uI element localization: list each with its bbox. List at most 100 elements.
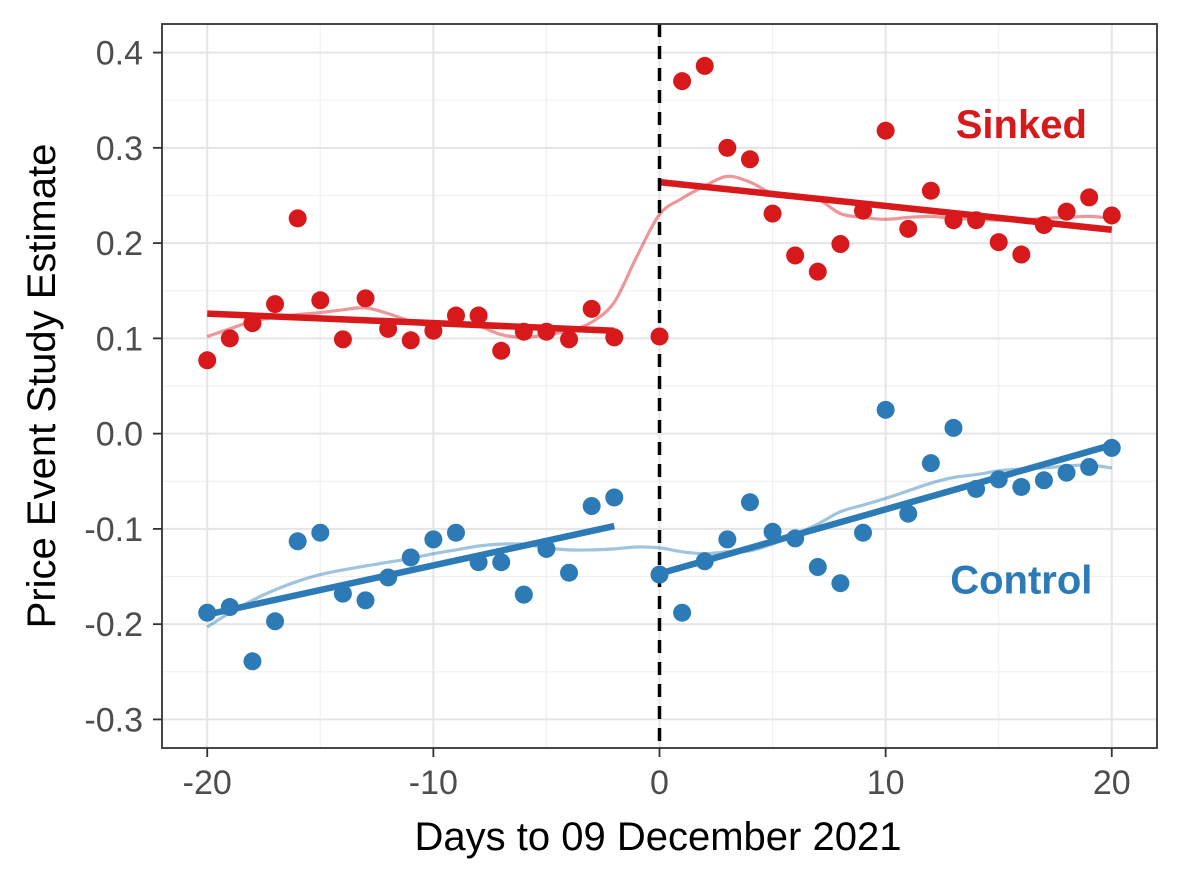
data-points — [198, 56, 1121, 671]
x-tick-label: 20 — [1093, 764, 1131, 802]
sinked-point — [899, 219, 918, 238]
control-point — [967, 479, 986, 498]
control-point — [424, 530, 443, 549]
control-point — [786, 529, 805, 548]
sinked-point — [424, 321, 443, 340]
sinked-point — [605, 328, 624, 347]
sinked-point — [740, 150, 759, 169]
sinked-point — [492, 341, 511, 360]
sinked-point — [1057, 202, 1076, 221]
sinked-point — [1034, 216, 1053, 235]
y-tick-label: 0.1 — [96, 320, 143, 358]
y-tick-label: 0.3 — [96, 130, 143, 168]
sinked-point — [243, 314, 262, 333]
sinked-point — [876, 121, 895, 140]
sinked-point — [1012, 245, 1031, 264]
sinked-point — [446, 306, 465, 325]
control-point — [1080, 457, 1099, 476]
control-point — [379, 568, 398, 587]
control-point — [560, 563, 579, 582]
sinked-point — [967, 211, 986, 230]
control-point — [605, 488, 624, 507]
sinked-point — [944, 211, 963, 230]
control-point — [899, 504, 918, 523]
sinked-point — [311, 291, 330, 310]
control-point — [356, 591, 375, 610]
sinked-point — [921, 181, 940, 200]
control-point — [650, 565, 669, 584]
control-point — [695, 552, 714, 571]
sinked-point — [582, 299, 601, 318]
x-tick-label: -10 — [409, 764, 458, 802]
y-tick-label: 0.0 — [96, 416, 143, 454]
control-point — [831, 574, 850, 593]
control-point — [446, 523, 465, 542]
control-point — [311, 523, 330, 542]
sinked-point — [560, 330, 579, 349]
control-point — [288, 532, 307, 551]
control-point — [876, 400, 895, 419]
x-tick-label: 0 — [650, 764, 669, 802]
control-point — [537, 539, 556, 558]
control-point — [198, 603, 217, 622]
control-point — [1102, 438, 1121, 457]
y-tick-label: 0.4 — [96, 35, 143, 73]
control-point — [266, 612, 285, 631]
control-point — [989, 470, 1008, 489]
control-point — [243, 652, 262, 671]
sinked-point — [831, 235, 850, 254]
sinked-point — [673, 72, 692, 91]
sinked-point — [356, 289, 375, 308]
control-point — [220, 598, 239, 617]
control-point — [514, 585, 533, 604]
control-point — [740, 493, 759, 512]
control-point — [944, 418, 963, 437]
y-tick-label: -0.2 — [84, 606, 143, 644]
sinked-point — [650, 327, 669, 346]
sinked-point — [288, 209, 307, 228]
control-point — [718, 530, 737, 549]
control-point — [1012, 477, 1031, 496]
sinked-point — [333, 330, 352, 349]
sinked-point — [1102, 206, 1121, 225]
control-point — [582, 497, 601, 516]
sinked-point — [379, 319, 398, 338]
sinked-point — [537, 322, 556, 341]
sinked-point — [718, 138, 737, 157]
sinked-point — [989, 233, 1008, 252]
control-point — [492, 553, 511, 572]
control-point — [469, 553, 488, 572]
sinked-point — [266, 295, 285, 314]
y-tick-label: -0.1 — [84, 511, 143, 549]
x-axis-title: Days to 09 December 2021 — [415, 815, 902, 859]
sinked-point — [808, 262, 827, 281]
sinked-point — [198, 351, 217, 370]
sinked-point — [695, 56, 714, 75]
sinked-series-label: Sinked — [956, 103, 1087, 147]
control-smooth-curve — [206, 463, 1113, 629]
x-tick-label: -20 — [183, 764, 232, 802]
control-point — [808, 558, 827, 576]
sinked-point — [514, 322, 533, 341]
control-point — [673, 603, 692, 622]
sinked-point — [220, 329, 239, 348]
control-point — [763, 522, 782, 541]
sinked-point — [763, 204, 782, 223]
control-point — [333, 584, 352, 603]
sinked-point — [469, 306, 488, 325]
y-tick-label: -0.3 — [84, 701, 143, 739]
control-point — [1057, 463, 1076, 482]
axis-ticks: -20 -10 0 10 20 -0.3 -0.2 -0.1 0.0 0.1 0.2 0.3 0.4 — [84, 35, 1130, 802]
series-labels: Sinked Control — [950, 103, 1092, 602]
control-point — [1034, 471, 1053, 490]
control-point — [854, 523, 873, 542]
sinked-point — [786, 246, 805, 265]
x-tick-label: 10 — [867, 764, 905, 802]
control-series-label: Control — [950, 558, 1092, 602]
sinked-point — [1080, 188, 1099, 207]
sinked-point — [401, 331, 420, 350]
control-fit-line-post — [658, 441, 1113, 577]
sinked-point — [854, 201, 873, 220]
control-point — [921, 454, 940, 473]
